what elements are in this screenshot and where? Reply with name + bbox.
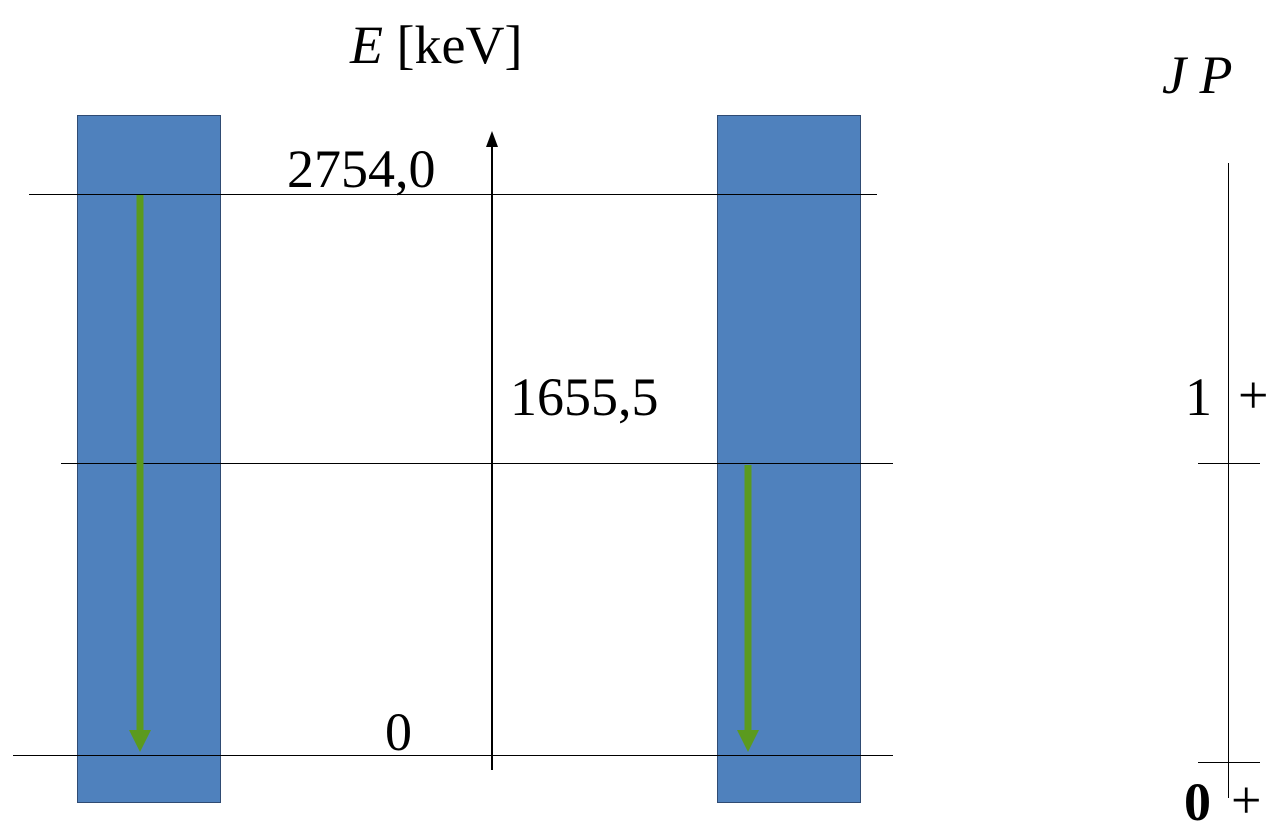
energy-label-2754: 2754,0 bbox=[287, 139, 436, 199]
level-0-parity: + bbox=[1231, 770, 1262, 828]
energy-label-1655: 1655,5 bbox=[510, 367, 659, 427]
level-line-2754 bbox=[29, 194, 877, 195]
jp-vertical-line bbox=[1228, 163, 1229, 798]
level-1655-parity: + bbox=[1238, 365, 1269, 425]
jp-level-tick-1 bbox=[1198, 463, 1260, 464]
energy-axis-arrow bbox=[486, 131, 498, 770]
transition-arrow-left bbox=[129, 195, 151, 752]
jp-level-tick-0 bbox=[1198, 762, 1260, 763]
right-blue-bar bbox=[717, 115, 861, 803]
transition-arrow-right bbox=[737, 465, 759, 752]
axis-title: E [keV] bbox=[350, 18, 522, 72]
axis-symbol: E bbox=[350, 15, 383, 75]
jp-header-j: J bbox=[1162, 45, 1186, 105]
left-blue-bar bbox=[77, 115, 221, 803]
level-1655-spin: 1 bbox=[1185, 367, 1212, 427]
energy-label-0: 0 bbox=[385, 702, 412, 762]
jp-header-p: P bbox=[1199, 45, 1233, 105]
level-0-spin: 0 bbox=[1184, 772, 1211, 828]
level-line-0 bbox=[13, 755, 893, 756]
level-line-1655 bbox=[61, 463, 893, 464]
axis-unit: [keV] bbox=[396, 15, 523, 75]
jp-header: J P bbox=[1162, 48, 1232, 102]
